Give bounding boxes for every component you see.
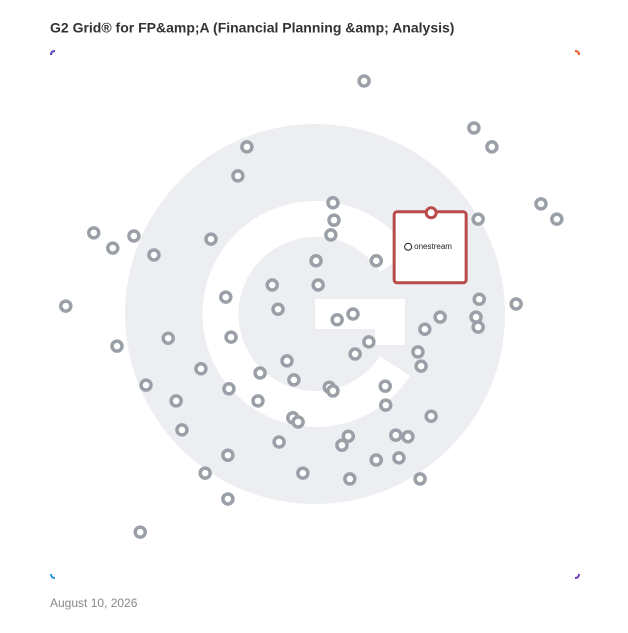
- plot: [50, 50, 580, 579]
- product-point: [433, 310, 447, 324]
- product-point: [424, 409, 438, 423]
- product-point: [330, 313, 344, 327]
- product-point: [198, 466, 212, 480]
- product-point: [169, 394, 183, 408]
- product-point: [357, 74, 371, 88]
- product-point: [127, 229, 141, 243]
- product-point: [296, 466, 310, 480]
- product-point: [222, 382, 236, 396]
- product-point: [161, 331, 175, 345]
- product-point: [327, 213, 341, 227]
- product-point: [392, 451, 406, 465]
- product-point: [324, 228, 338, 242]
- product-point: [106, 241, 120, 255]
- highlight-point: [424, 206, 438, 220]
- product-point: [471, 212, 485, 226]
- border-corner: [574, 50, 580, 56]
- product-point: [280, 354, 294, 368]
- product-point: [224, 330, 238, 344]
- product-point: [414, 359, 428, 373]
- product-point: [240, 140, 254, 154]
- product-point: [139, 378, 153, 392]
- product-point: [253, 366, 267, 380]
- product-point: [389, 428, 403, 442]
- product-point: [265, 278, 279, 292]
- product-point: [110, 339, 124, 353]
- product-point: [87, 226, 101, 240]
- product-point: [147, 248, 161, 262]
- product-point: [335, 438, 349, 452]
- product-point: [369, 253, 383, 268]
- border-corner: [574, 573, 580, 579]
- product-point: [204, 232, 218, 246]
- product-point: [467, 121, 481, 135]
- product-point: [362, 335, 376, 349]
- product-point: [413, 472, 427, 486]
- product-point: [271, 302, 285, 316]
- highlight-icon: [404, 242, 413, 251]
- product-point: [221, 448, 235, 462]
- product-point: [534, 197, 548, 211]
- product-point: [369, 453, 383, 467]
- highlight-label: onestream: [414, 242, 452, 251]
- product-point: [472, 292, 486, 306]
- border-corner: [50, 573, 56, 579]
- product-point: [59, 299, 73, 313]
- product-point: [326, 196, 340, 210]
- product-point: [287, 373, 301, 387]
- product-point: [418, 322, 432, 337]
- product-point: [272, 435, 286, 449]
- product-point: [219, 290, 233, 304]
- product-point: [326, 384, 340, 398]
- product-point: [343, 472, 357, 486]
- product-point: [346, 307, 360, 321]
- product-point: [311, 278, 325, 292]
- product-point: [411, 345, 425, 359]
- product-point: [485, 140, 499, 154]
- chart-title: G2 Grid® for FP&amp;A (Financial Plannin…: [50, 20, 454, 36]
- product-point: [251, 394, 265, 408]
- product-point: [379, 398, 393, 412]
- product-point: [221, 492, 235, 506]
- product-point: [378, 379, 392, 393]
- product-point: [133, 525, 147, 539]
- highlight-card: onestream: [392, 206, 468, 285]
- product-point: [509, 297, 523, 311]
- product-point: [550, 212, 564, 226]
- product-point: [341, 429, 356, 443]
- product-point: [401, 430, 415, 444]
- product-point: [231, 169, 245, 183]
- product-point: [348, 347, 362, 361]
- product-point: [194, 362, 208, 376]
- product-point: [471, 320, 485, 334]
- product-point: [309, 253, 323, 268]
- product-point: [175, 423, 189, 437]
- date: August 10, 2026: [50, 596, 138, 610]
- product-point: [291, 415, 305, 429]
- border-corner: [50, 50, 56, 56]
